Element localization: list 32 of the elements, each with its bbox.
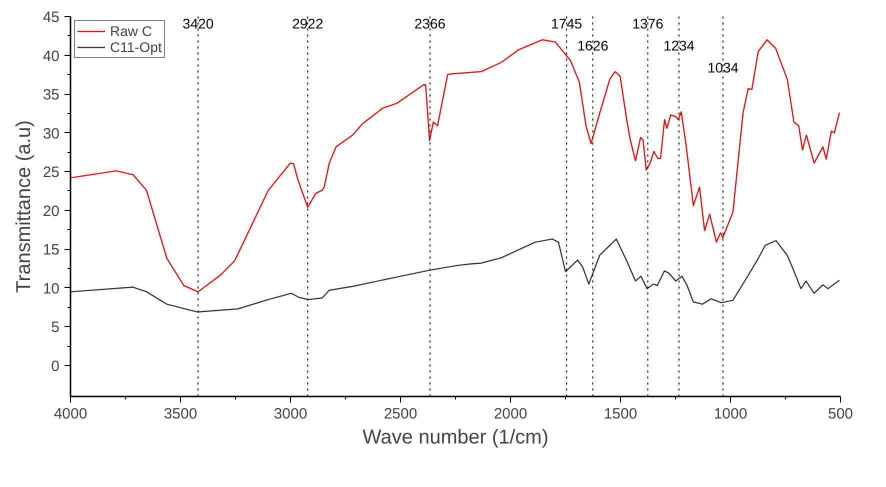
ref-line-label: 3420 [182, 16, 214, 32]
legend-label: C11-Opt [110, 39, 162, 55]
x-tick-label: 1500 [604, 406, 638, 422]
y-tick-label: 0 [51, 358, 60, 375]
y-axis-title: Transmittance (a.u) [12, 120, 35, 293]
y-tick-label: 20 [42, 202, 60, 220]
ref-line-label: 1376 [632, 16, 664, 32]
y-tick-label: 30 [42, 125, 60, 142]
x-tick-label: 500 [828, 406, 854, 422]
x-tick-label: 2000 [494, 406, 528, 422]
line-series [70, 39, 840, 292]
line-series [70, 238, 840, 313]
y-tick-label: 35 [42, 86, 60, 104]
ref-line-label: 1234 [663, 38, 695, 54]
y-tick-label: 45 [42, 9, 60, 26]
y-tick-label: 25 [42, 164, 60, 182]
ref-line-label: 1626 [577, 38, 609, 54]
x-axis-title: Wave number (1/cm) [362, 426, 548, 448]
ref-line-label: 1034 [707, 60, 739, 76]
y-tick-label: 15 [42, 242, 60, 259]
legend-label: Raw C [110, 23, 152, 39]
x-tick-label: 3500 [164, 406, 198, 422]
y-tick-label: 10 [42, 280, 60, 298]
x-tick-label: 2500 [384, 406, 418, 422]
ref-line-label: 2922 [292, 16, 324, 32]
y-tick-label: 40 [42, 48, 60, 65]
ref-line-label: 1745 [551, 16, 582, 32]
y-tick-label: 5 [51, 319, 60, 336]
x-tick-label: 3000 [274, 406, 308, 422]
x-tick-label: 4000 [54, 406, 88, 422]
x-tick-label: 1000 [714, 406, 748, 422]
ref-line-label: 2366 [414, 16, 446, 32]
